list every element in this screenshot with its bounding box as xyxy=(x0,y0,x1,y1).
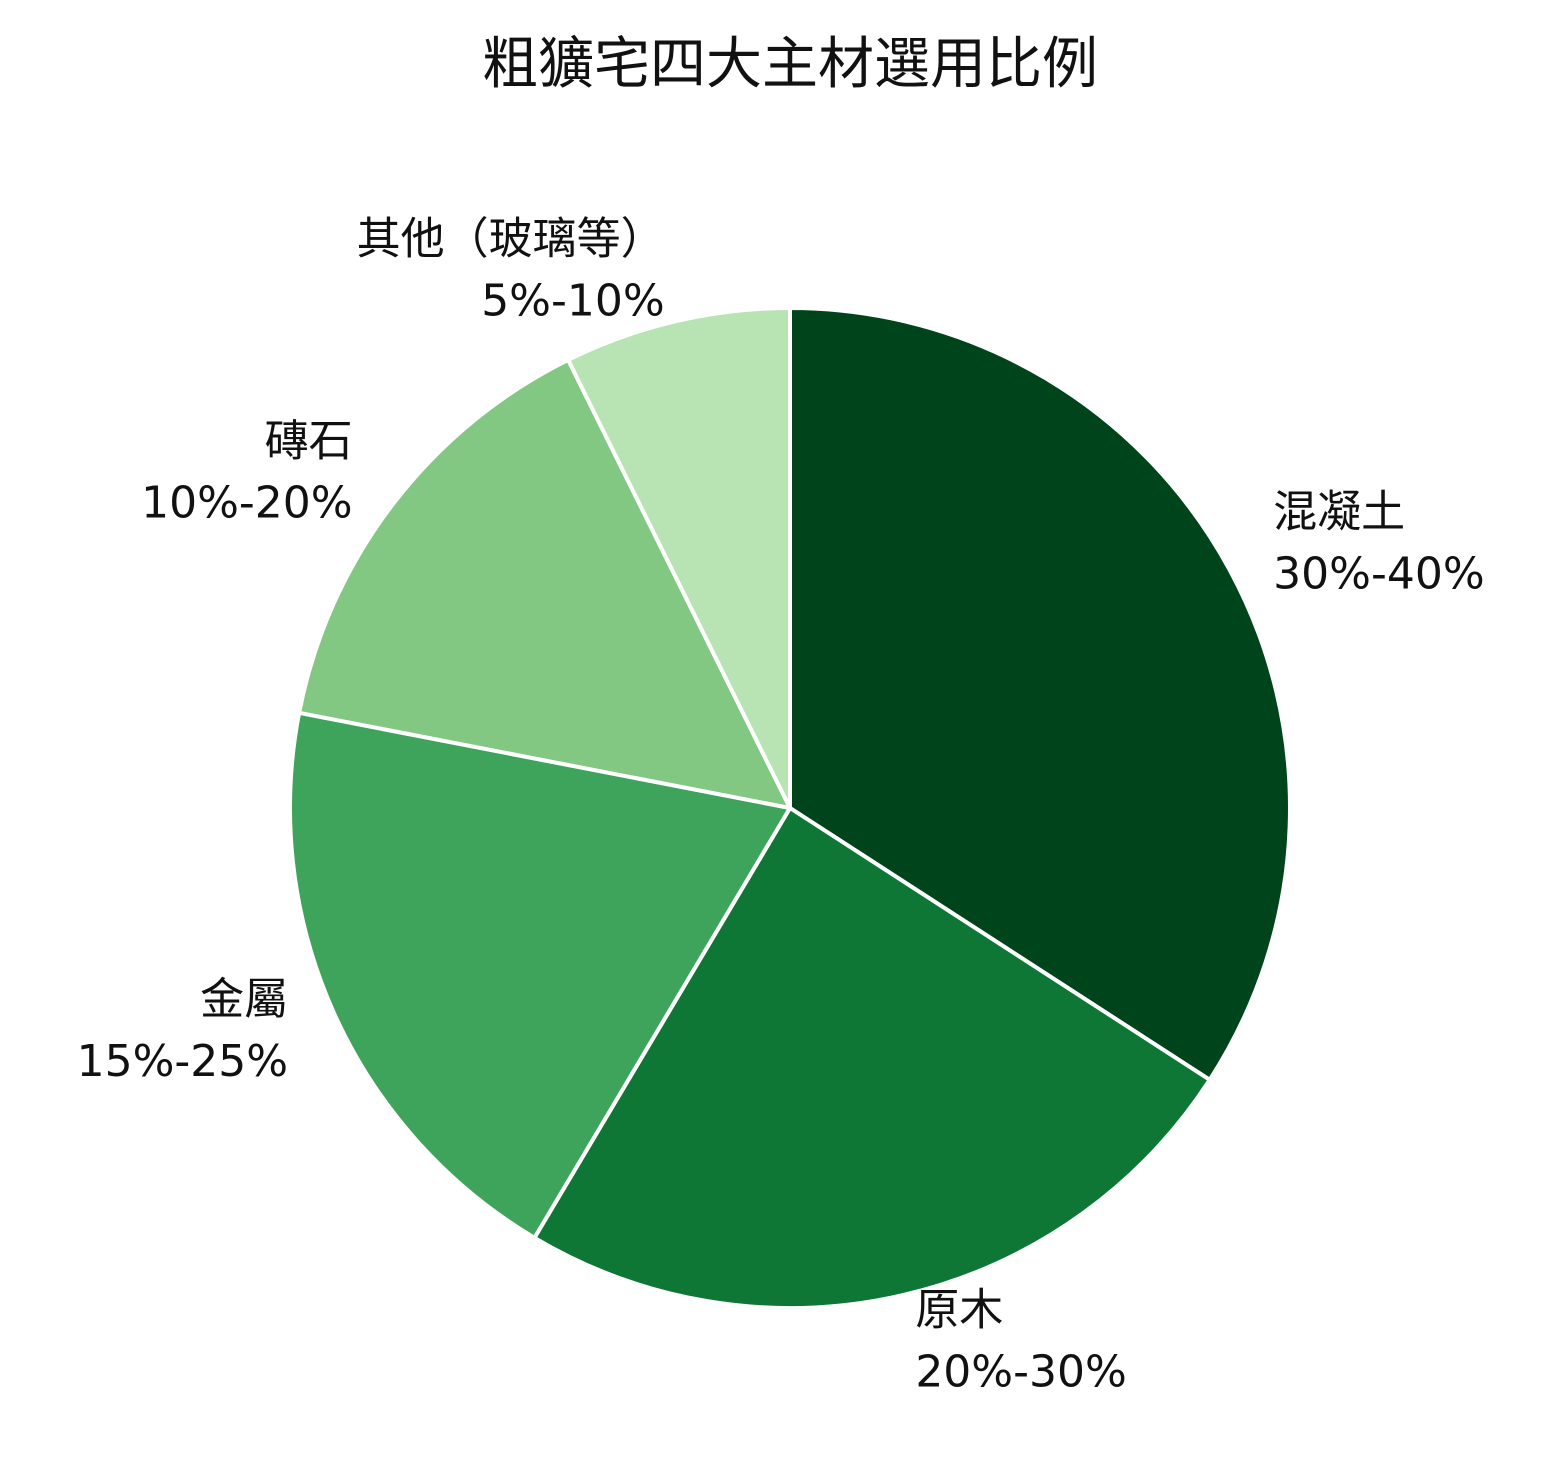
slice-label: 金屬 xyxy=(200,974,288,1025)
slice-label: 混凝土 xyxy=(1273,486,1405,537)
chart-title: 粗獷宅四大主材選用比例 xyxy=(482,32,1098,97)
slice-value-label: 30%-40% xyxy=(1273,548,1484,599)
slice-label: 其他（玻璃等） xyxy=(357,213,665,264)
slice-label: 原木 xyxy=(915,1285,1003,1336)
pie-slice xyxy=(566,306,792,810)
slice-value-label: 10%-20% xyxy=(141,478,352,529)
slice-value-label: 5%-10% xyxy=(481,275,664,326)
slice-value-label: 15%-25% xyxy=(77,1036,288,1087)
pie-slice xyxy=(297,357,792,810)
pie-slice xyxy=(288,710,792,1240)
pie-slice xyxy=(532,806,1212,1310)
slice-value-label: 20%-30% xyxy=(915,1347,1126,1398)
slice-label: 磚石 xyxy=(265,416,353,467)
